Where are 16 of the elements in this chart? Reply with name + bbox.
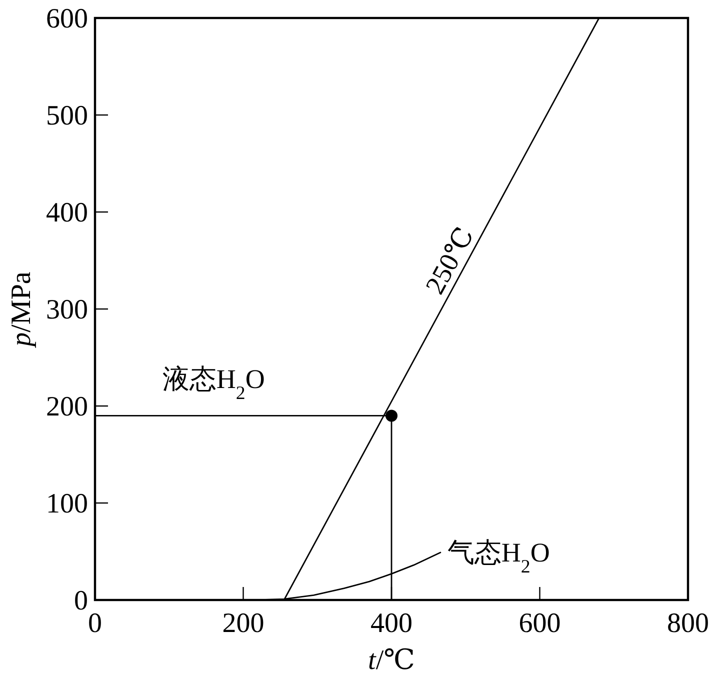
y-tick-label: 600 — [46, 4, 88, 35]
y-tick-label: 500 — [46, 100, 88, 132]
y-tick-label: 200 — [46, 392, 88, 423]
x-tick-label: 800 — [667, 608, 709, 639]
y-tick-label: 100 — [46, 488, 88, 520]
series-label: 气态H$_{2}$O — [447, 537, 550, 577]
annotation: 液态H$_{2}$O — [162, 364, 265, 404]
y-tick-label: 0 — [74, 586, 88, 617]
y-axis-title: p/MPa — [6, 271, 37, 348]
x-tick-label: 600 — [518, 608, 561, 639]
y-tick-label: 300 — [46, 294, 88, 326]
x-axis-title: t/℃ — [368, 645, 415, 676]
y-tick-label: 400 — [46, 198, 88, 229]
text: 250℃ — [419, 222, 480, 299]
x-tick-label: 400 — [370, 608, 412, 639]
x-tick-label: 200 — [222, 608, 264, 639]
